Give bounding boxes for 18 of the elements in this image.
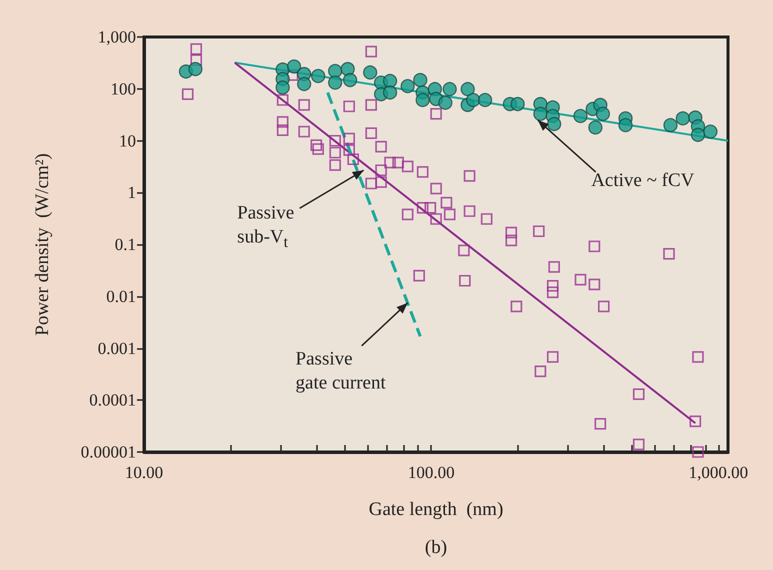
annotation: Active ~ fCV (591, 169, 694, 193)
y-tick-label: 0.01 (106, 286, 136, 306)
text: (b) (424, 537, 448, 559)
y-tick-label: 100 (110, 79, 136, 98)
annotation: Passive gate current (296, 347, 386, 395)
y-tick-label: 1,000 (98, 28, 136, 46)
x-tick-label: 100.00 (408, 463, 455, 482)
y-tick-label: 1 (128, 183, 136, 202)
y-axis-title: Power density (W/cm²) (32, 153, 53, 336)
x-axis-title: Gate length (nm) (368, 499, 504, 520)
y-tick-label: 10 (119, 131, 136, 150)
y-tick-label: 0.001 (98, 338, 136, 358)
annotation: Passive sub-V$_{t}$ (237, 202, 294, 253)
x-tick-label: 10.00 (124, 463, 164, 482)
x-tick-label: 1,000.00 (688, 463, 748, 482)
y-tick-label: 0.1 (114, 235, 136, 254)
y-tick-label: 0.00001 (80, 442, 136, 462)
y-tick-label: 0.0001 (89, 390, 136, 410)
